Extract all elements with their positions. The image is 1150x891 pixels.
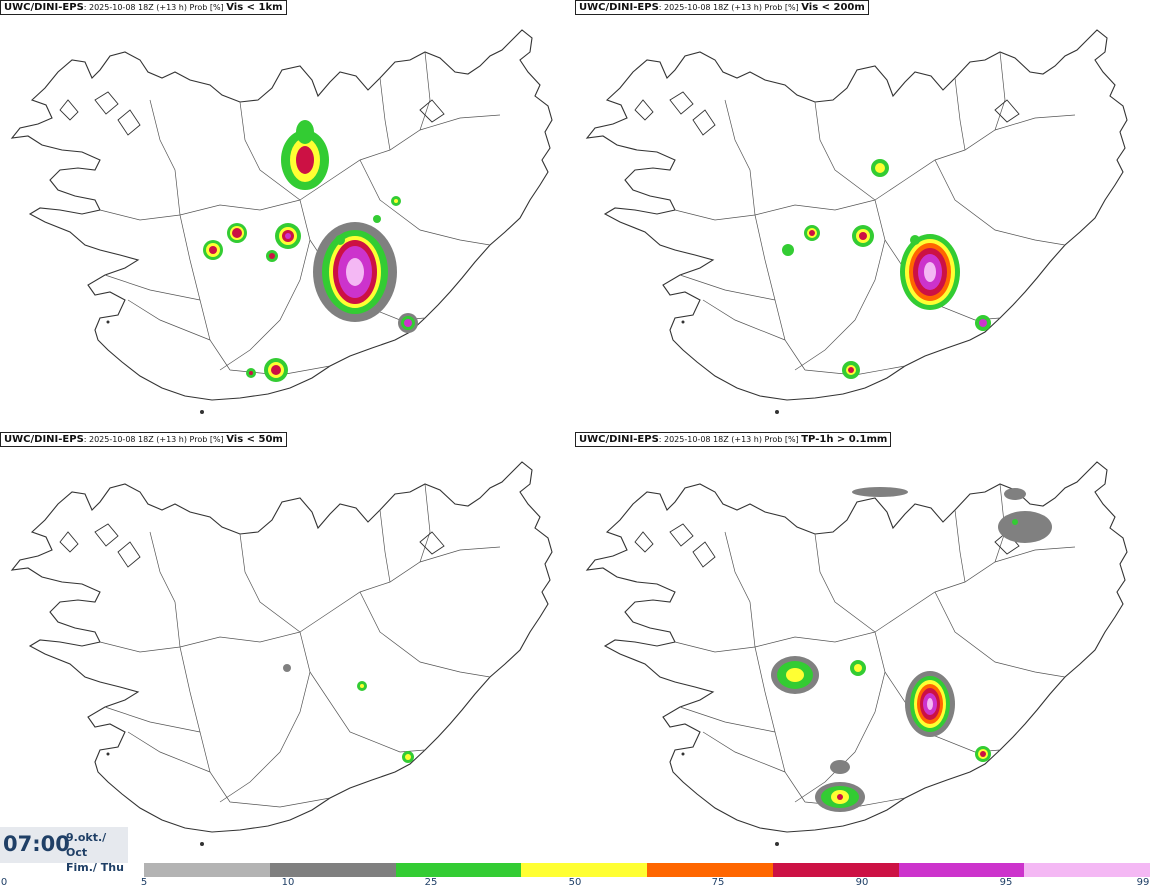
- colorbar-segment: [898, 863, 1025, 877]
- iceland-map[interactable]: [575, 0, 1145, 425]
- colorbar-tick-label: 10: [281, 877, 295, 888]
- colorbar-tick-label: 75: [711, 877, 725, 888]
- colorbar-segment: [269, 863, 396, 877]
- iceland-map[interactable]: [575, 432, 1145, 857]
- colorbar-tick-label: 50: [568, 877, 582, 888]
- probability-blobs: [283, 664, 414, 763]
- probability-blobs: [771, 487, 1052, 812]
- iceland-map[interactable]: [0, 432, 570, 857]
- colorbar-tick-label: 95: [999, 877, 1013, 888]
- panel-title: UWC/DINI-EPS: 2025-10-08 18Z (+13 h) Pro…: [575, 0, 869, 15]
- colorbar-tick-label: 0: [0, 877, 8, 888]
- panel-title: UWC/DINI-EPS: 2025-10-08 18Z (+13 h) Pro…: [0, 0, 287, 15]
- colorbar-tick-label: 25: [424, 877, 438, 888]
- colorbar-segment: [521, 863, 648, 877]
- colorbar-tick-label: 5: [140, 877, 148, 888]
- valid-date: 9.okt./ Oct Fim./ Thu: [66, 831, 124, 874]
- probability-blobs: [203, 120, 418, 382]
- panel-title: UWC/DINI-EPS: 2025-10-08 18Z (+13 h) Pro…: [575, 432, 892, 447]
- valid-time: 07:00: [3, 832, 70, 856]
- probability-colorbar: [144, 863, 1150, 877]
- probability-blobs: [782, 159, 991, 379]
- iceland-map[interactable]: [0, 0, 570, 425]
- colorbar-segment: [144, 863, 271, 877]
- colorbar-segment: [647, 863, 774, 877]
- colorbar-segment: [395, 863, 522, 877]
- panel-title: UWC/DINI-EPS: 2025-10-08 18Z (+13 h) Pro…: [0, 432, 287, 447]
- map-panel-vis-200m: UWC/DINI-EPS: 2025-10-08 18Z (+13 h) Pro…: [575, 0, 1145, 425]
- colorbar-tick-label: 90: [855, 877, 869, 888]
- map-panel-vis-50m: UWC/DINI-EPS: 2025-10-08 18Z (+13 h) Pro…: [0, 432, 570, 857]
- colorbar-segment: [1024, 863, 1150, 877]
- valid-time-box: 07:00 9.okt./ Oct Fim./ Thu: [0, 827, 128, 874]
- map-panel-vis-1km: UWC/DINI-EPS: 2025-10-08 18Z (+13 h) Pro…: [0, 0, 570, 425]
- colorbar-tick-label: 99: [1136, 877, 1150, 888]
- map-panel-tp-1h: UWC/DINI-EPS: 2025-10-08 18Z (+13 h) Pro…: [575, 432, 1145, 857]
- colorbar-segment: [772, 863, 899, 877]
